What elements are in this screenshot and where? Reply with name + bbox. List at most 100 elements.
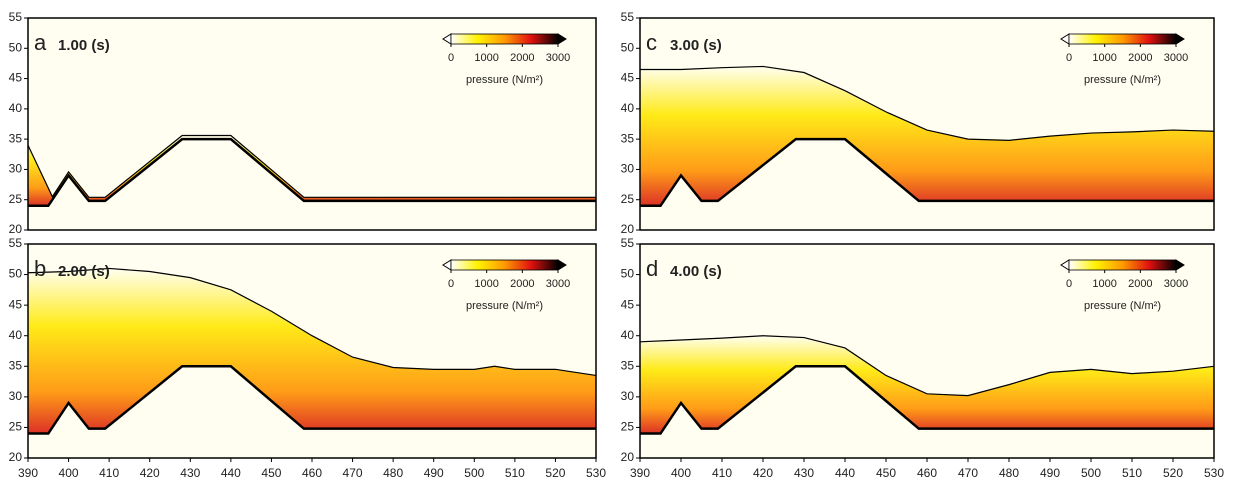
x-tick-label: 490 xyxy=(424,466,444,480)
plot-frame xyxy=(639,17,1215,231)
x-tick-label: 480 xyxy=(999,466,1019,480)
colorbar-tick-label: 1000 xyxy=(1092,278,1116,290)
colorbar-tick-label: 1000 xyxy=(474,278,498,290)
x-tick-label: 500 xyxy=(1081,466,1101,480)
y-tick-label: 40 xyxy=(621,101,635,115)
water-region xyxy=(640,66,1214,206)
panel-letter: d xyxy=(646,256,658,281)
x-tick-label: 530 xyxy=(1204,466,1224,480)
colorbar-label: pressure (N/m²) xyxy=(1084,300,1161,312)
colorbar-high-arrow xyxy=(557,259,567,271)
y-tick-label: 30 xyxy=(621,162,635,176)
surface-line xyxy=(639,335,1215,397)
colorbar-tick-label: 2000 xyxy=(510,278,534,290)
x-tick-label: 460 xyxy=(917,466,937,480)
y-tick-label: 25 xyxy=(9,192,23,206)
y-tick-label: 30 xyxy=(9,162,23,176)
y-tick-label: 40 xyxy=(621,328,635,342)
seabed-line xyxy=(640,137,1214,208)
surface-line xyxy=(27,267,597,377)
colorbar-high-arrow xyxy=(557,33,567,45)
colorbar-tick-label: 3000 xyxy=(546,52,570,64)
colorbar-label: pressure (N/m²) xyxy=(1084,74,1161,86)
x-tick-label: 410 xyxy=(99,466,119,480)
x-tick-label: 450 xyxy=(261,466,281,480)
time-label: 4.00 (s) xyxy=(670,263,722,280)
y-tick-label: 20 xyxy=(9,222,23,236)
colorbar-label: pressure (N/m²) xyxy=(466,74,543,86)
x-tick-label: 530 xyxy=(586,466,606,480)
seabed-line xyxy=(28,365,596,435)
y-tick-label: 35 xyxy=(9,131,23,145)
colorbar-tick-label: 3000 xyxy=(546,278,570,290)
y-tick-label: 50 xyxy=(9,267,23,281)
colorbar-tick-label: 1000 xyxy=(1092,52,1116,64)
y-tick-label: 55 xyxy=(9,236,23,250)
seabed-line xyxy=(28,137,596,208)
y-tick-label: 45 xyxy=(9,71,23,85)
colorbar-tick-label: 3000 xyxy=(1164,278,1188,290)
y-tick-label: 55 xyxy=(621,10,635,24)
y-tick-label: 45 xyxy=(621,297,635,311)
x-tick-label: 500 xyxy=(464,466,484,480)
water-region xyxy=(28,268,596,434)
panel-letter: c xyxy=(646,30,657,55)
y-tick-label: 40 xyxy=(9,328,23,342)
x-tick-label: 420 xyxy=(753,466,773,480)
plot-frame xyxy=(27,17,597,231)
x-tick-label: 400 xyxy=(671,466,691,480)
colorbar xyxy=(450,33,559,45)
x-tick-label: 440 xyxy=(221,466,241,480)
colorbar xyxy=(1068,33,1177,45)
colorbar xyxy=(450,259,559,271)
water-region xyxy=(640,335,1214,434)
time-label: 1.00 (s) xyxy=(58,37,110,54)
y-tick-label: 55 xyxy=(621,236,635,250)
seabed-line xyxy=(640,365,1214,435)
panel-letter: b xyxy=(34,256,46,281)
x-tick-label: 420 xyxy=(140,466,160,480)
y-tick-label: 50 xyxy=(9,40,23,54)
y-tick-label: 25 xyxy=(621,420,635,434)
colorbar xyxy=(1068,259,1177,271)
colorbar-high-arrow xyxy=(1175,259,1185,271)
y-tick-label: 20 xyxy=(621,450,635,464)
y-tick-label: 45 xyxy=(621,71,635,85)
x-tick-label: 520 xyxy=(1163,466,1183,480)
x-tick-label: 390 xyxy=(630,466,650,480)
x-tick-label: 430 xyxy=(794,466,814,480)
y-tick-label: 55 xyxy=(9,10,23,24)
y-tick-label: 35 xyxy=(9,358,23,372)
panel-letter: a xyxy=(34,30,47,55)
colorbar-tick-label: 2000 xyxy=(1128,52,1152,64)
colorbar-tick-label: 2000 xyxy=(510,52,534,64)
colorbar-tick-label: 0 xyxy=(1066,52,1072,64)
y-tick-label: 25 xyxy=(621,192,635,206)
plot-background xyxy=(28,18,596,230)
x-tick-label: 390 xyxy=(18,466,38,480)
colorbar-high-arrow xyxy=(1175,33,1185,45)
y-tick-label: 35 xyxy=(621,131,635,145)
surface-line xyxy=(27,134,596,198)
y-tick-label: 50 xyxy=(621,267,635,281)
y-tick-label: 35 xyxy=(621,358,635,372)
colorbar-label: pressure (N/m²) xyxy=(466,300,543,312)
x-tick-label: 490 xyxy=(1040,466,1060,480)
x-tick-label: 510 xyxy=(505,466,525,480)
time-label: 2.00 (s) xyxy=(58,263,110,280)
colorbar-tick-label: 0 xyxy=(448,52,454,64)
y-tick-label: 30 xyxy=(9,389,23,403)
x-tick-label: 410 xyxy=(712,466,732,480)
x-tick-label: 510 xyxy=(1122,466,1142,480)
x-tick-label: 440 xyxy=(835,466,855,480)
colorbar-tick-label: 0 xyxy=(1066,278,1072,290)
colorbar-tick-label: 2000 xyxy=(1128,278,1152,290)
y-tick-label: 30 xyxy=(621,389,635,403)
x-tick-label: 470 xyxy=(958,466,978,480)
colorbar-tick-label: 3000 xyxy=(1164,52,1188,64)
y-tick-label: 20 xyxy=(621,222,635,236)
surface-line xyxy=(640,65,1215,141)
x-tick-label: 430 xyxy=(180,466,200,480)
x-tick-label: 460 xyxy=(302,466,322,480)
